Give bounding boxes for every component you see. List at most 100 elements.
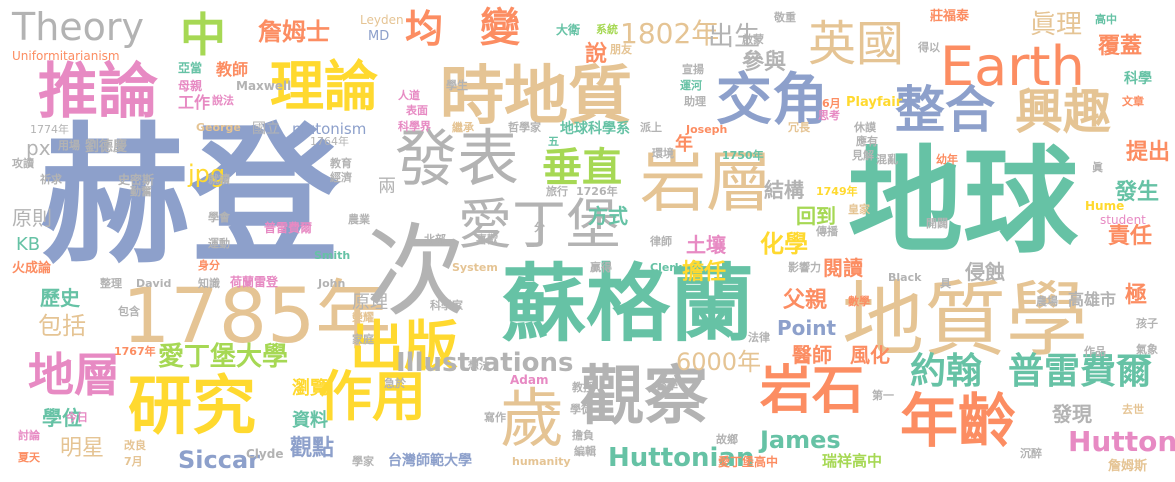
word: David [136, 277, 172, 290]
word: 數學 [848, 295, 870, 308]
word: Adam [510, 373, 549, 387]
word: 應有 [856, 135, 878, 148]
word: 表面 [406, 104, 428, 117]
word: 普雷費爾 [1008, 351, 1153, 392]
word: 原則 [12, 206, 52, 230]
word: 科學 [1124, 71, 1152, 87]
word: 說 [585, 42, 608, 67]
word: 年 [675, 134, 693, 155]
word: 啟蒙 [742, 33, 764, 46]
word: 眞理 [1030, 10, 1083, 40]
word: 時地質 [440, 60, 632, 134]
word: Point [777, 316, 837, 340]
word: 教師 [216, 60, 249, 79]
word: 旅行 [546, 185, 568, 198]
word: 學位 [42, 406, 82, 430]
word: 1749年 [816, 185, 858, 198]
word: 作用 [318, 365, 426, 428]
word: 參與 [742, 50, 787, 75]
word: 勤奮 [130, 185, 152, 198]
word: 提出 [1126, 140, 1171, 165]
word: 朋友 [610, 43, 632, 56]
word: 喜歡 [476, 233, 498, 246]
word: 身分 [198, 259, 220, 272]
word: 地層 [28, 348, 120, 402]
word: 急於 [384, 377, 406, 390]
word: 極 [1125, 283, 1148, 308]
word: 結構 [764, 178, 804, 202]
word: 7月 [124, 455, 143, 468]
word: student [1100, 213, 1146, 227]
word: 學生 [446, 79, 468, 92]
word: 火成論 [12, 261, 52, 276]
word: 史密斯 [118, 173, 155, 187]
word: 父親 [783, 288, 828, 313]
word: 祈求 [40, 173, 62, 186]
word: 荷蘭雷登 [230, 275, 279, 289]
word: Leyden [360, 13, 404, 27]
word: Theory [12, 5, 145, 49]
word: 蘇格蘭 [502, 255, 755, 353]
word: 發表 [395, 122, 520, 195]
word: 觀察 [580, 360, 708, 434]
word: 愛丁堡大學 [158, 342, 289, 372]
word: humanity [512, 455, 571, 468]
word: 家庭 [352, 333, 374, 346]
word: 助理 [684, 95, 706, 108]
word: 作品 [1084, 345, 1106, 358]
word: 方式 [588, 204, 628, 228]
word: Clerk [650, 261, 683, 274]
word: Clyde [246, 447, 284, 461]
word: 均 [405, 7, 444, 51]
word: 1750年 [722, 149, 764, 162]
word: 英國 [808, 16, 905, 72]
word: 編輯 [574, 445, 596, 458]
word: Smith [314, 249, 351, 262]
word: 環境 [652, 147, 674, 160]
word: 覆蓋 [1098, 34, 1143, 59]
word: 北部 [424, 233, 446, 246]
word: Illustrations [396, 348, 574, 378]
word: 今日 [66, 411, 88, 424]
word: 土壤 [686, 233, 726, 257]
word: 農場 [1036, 295, 1058, 308]
word: 系統 [596, 23, 618, 36]
word: 醫師 [792, 343, 832, 367]
word: 責任 [1108, 224, 1153, 249]
word: KB [16, 234, 41, 255]
word: 興趣 [1015, 84, 1112, 140]
word: 發現 [1052, 402, 1092, 426]
word: 人道 [398, 89, 420, 102]
word: 岩石 [760, 361, 865, 421]
word: 改良 [124, 439, 146, 452]
word: jpg [188, 160, 226, 188]
word: 國立 [252, 121, 280, 137]
word: 法律 [748, 331, 770, 344]
word: 運動 [208, 237, 230, 250]
word: 贏得 [590, 261, 612, 274]
word: 年齡 [900, 387, 1017, 455]
word: 幼年 [936, 153, 958, 166]
word: 莊福泰 [930, 9, 970, 24]
word: 地球 [848, 135, 1079, 269]
word: 瀏覽 [292, 378, 328, 399]
word: 冗長 [788, 121, 810, 134]
word: 愛丁堡 [458, 193, 620, 256]
word: 明星 [60, 436, 105, 461]
word: 觀點 [290, 436, 335, 461]
word: 得以 [918, 41, 940, 54]
word: 混亂 [876, 153, 898, 166]
word: 具 [940, 277, 951, 290]
word: 1802年 [620, 17, 720, 50]
word: 攻讀 [12, 157, 34, 170]
word: 擔任 [682, 260, 727, 285]
word: Black [888, 271, 922, 284]
word: 律師 [650, 235, 672, 248]
word: 歷史 [40, 286, 80, 310]
word: 亞當 [178, 61, 203, 75]
word: 敬重 [774, 11, 796, 24]
word: 交角 [716, 68, 828, 133]
word: 傳播 [816, 225, 838, 238]
word: 哲學家 [508, 121, 541, 134]
word: 1726年 [576, 185, 618, 198]
